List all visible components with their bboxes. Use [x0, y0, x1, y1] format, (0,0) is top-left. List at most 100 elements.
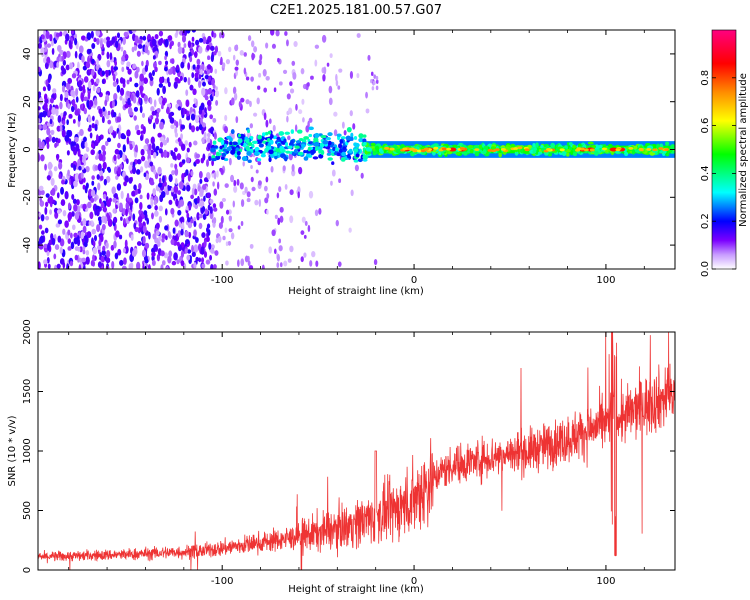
heatmap-cell: [195, 126, 200, 132]
heatmap-cell: [96, 58, 99, 66]
heatmap-cell: [56, 45, 62, 52]
heatmap-cell: [82, 184, 86, 190]
heatmap-cell: [357, 158, 363, 163]
heatmap-cell: [211, 159, 214, 167]
heatmap-cell: [353, 142, 360, 148]
heatmap-cell: [148, 143, 152, 151]
colorbar-ticks: 0.0 0.2 0.4 0.6 0.8: [700, 70, 736, 277]
heatmap-cell: [233, 185, 238, 193]
heatmap-cell: [283, 260, 288, 267]
heatmap-cell: [74, 109, 80, 116]
heatmap-cell: [170, 238, 175, 245]
heatmap-cell: [224, 114, 228, 121]
heatmap-cell: [260, 153, 266, 158]
heatmap-cell: [333, 111, 338, 117]
heatmap-cell: [151, 259, 156, 266]
heatmap-cell: [235, 116, 239, 124]
heatmap-cell: [241, 155, 248, 162]
heatmap-cell: [87, 201, 92, 209]
heatmap-cell: [70, 241, 75, 250]
heatmap-cell: [38, 97, 44, 105]
heatmap-cell: [176, 153, 182, 161]
heatmap-cell: [375, 85, 379, 91]
heatmap-cell: [193, 188, 198, 196]
heatmap-cell: [107, 119, 112, 125]
y-tick-label: 1500: [22, 379, 33, 404]
heatmap-cell: [56, 209, 61, 214]
heatmap-cell: [225, 209, 230, 215]
heatmap-cell: [168, 174, 173, 183]
heatmap-cell: [230, 232, 235, 240]
heatmap-cell: [389, 147, 395, 151]
heatmap-cell: [199, 69, 204, 76]
heatmap-cell: [119, 259, 124, 266]
heatmap-cell: [94, 164, 99, 171]
heatmap-cell: [152, 122, 156, 130]
heatmap-cell: [365, 108, 370, 114]
heatmap-cell: [90, 189, 96, 197]
heatmap-cell: [177, 190, 182, 196]
heatmap-cell: [597, 144, 604, 149]
heatmap-cell: [112, 197, 117, 203]
heatmap-cell: [264, 147, 270, 153]
heatmap-cell: [259, 53, 263, 61]
heatmap-cell: [358, 137, 364, 143]
heatmap-cell: [152, 55, 156, 60]
heatmap-cell: [47, 83, 51, 92]
heatmap-cell: [338, 143, 343, 149]
heatmap-cell: [155, 230, 160, 236]
heatmap-cell: [62, 210, 67, 217]
heatmap-cell: [122, 134, 127, 140]
heatmap-cell: [249, 243, 254, 249]
heatmap-cell: [350, 189, 354, 197]
heatmap-cell: [314, 141, 320, 147]
heatmap-cell: [47, 75, 51, 83]
heatmap-cell: [246, 151, 252, 156]
heatmap-cell: [198, 257, 202, 263]
heatmap-cell: [73, 237, 79, 245]
heatmap-cell: [57, 235, 62, 243]
heatmap-cell: [168, 250, 173, 258]
heatmap-cell: [298, 137, 304, 142]
heatmap-cell: [276, 192, 280, 199]
heatmap-cell: [75, 87, 79, 97]
heatmap-cell: [192, 88, 197, 96]
heatmap-cell: [219, 145, 223, 150]
heatmap-cell: [296, 129, 303, 134]
heatmap-cell: [43, 102, 48, 110]
heatmap-cell: [123, 257, 127, 265]
heatmap-cell: [38, 224, 43, 230]
heatmap-cell: [201, 122, 206, 128]
heatmap-cell: [155, 222, 160, 230]
heatmap-cell: [279, 206, 284, 213]
heatmap-cell: [98, 153, 104, 161]
heatmap-cell: [373, 258, 378, 266]
heatmap-cell: [633, 145, 638, 150]
heatmap-cell: [218, 149, 223, 153]
heatmap-cell: [70, 176, 74, 185]
heatmap-cell: [236, 150, 241, 156]
heatmap-cell: [84, 141, 88, 149]
heatmap-cell: [106, 51, 110, 60]
heatmap-cell: [39, 112, 44, 118]
heatmap-cell: [173, 252, 178, 261]
heatmap-cell: [136, 241, 142, 246]
heatmap-cell: [200, 116, 203, 125]
heatmap-cell: [88, 220, 92, 226]
heatmap-cell: [572, 144, 576, 149]
heatmap-cell: [67, 246, 72, 251]
heatmap-cell: [112, 132, 117, 139]
heatmap-cell: [297, 151, 304, 156]
heatmap-cell: [194, 204, 199, 210]
heatmap-cell: [288, 152, 293, 161]
heatmap-cell: [122, 98, 126, 106]
heatmap-cell: [494, 148, 500, 152]
heatmap-cell: [222, 148, 228, 152]
heatmap-cell: [236, 178, 240, 186]
colorbar-label: Normalized spectral amplitude: [738, 73, 749, 227]
heatmap-cell: [124, 175, 129, 183]
heatmap-cell: [46, 56, 51, 64]
heatmap-cell: [122, 36, 127, 45]
heatmap-cell: [308, 190, 314, 199]
heatmap-cell: [49, 60, 54, 69]
